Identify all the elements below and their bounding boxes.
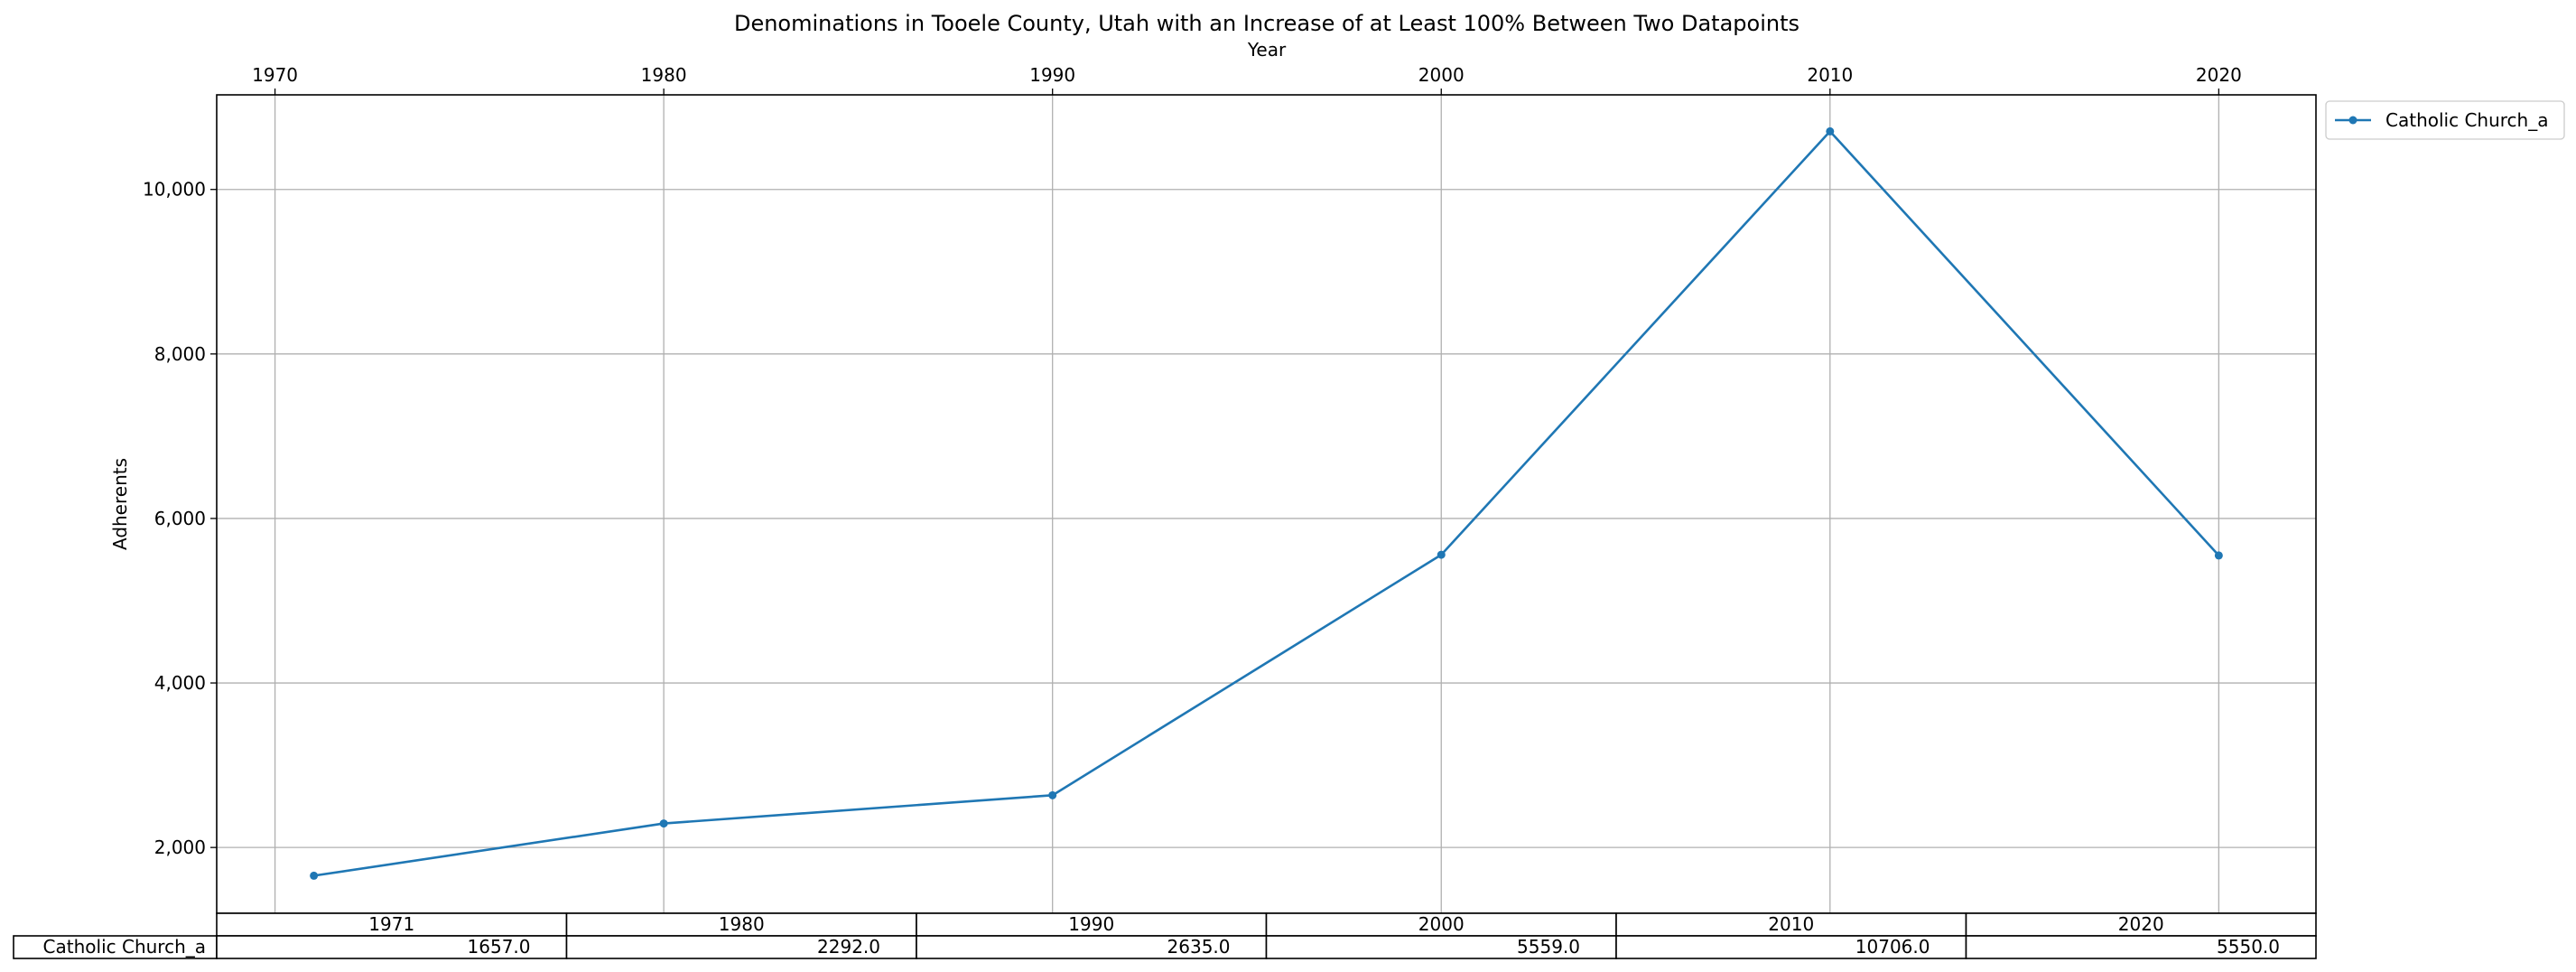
x-tick-label: 2000 <box>1418 64 1465 86</box>
table-cell-value: 2292.0 <box>817 936 880 958</box>
table-header-cell <box>565 912 917 937</box>
plot-series <box>310 126 2223 880</box>
x-tick-label: 2010 <box>1807 64 1853 86</box>
table-header-label: 1990 <box>1068 913 1114 935</box>
y-tick-label: 2,000 <box>154 836 206 858</box>
legend-box <box>2325 100 2565 140</box>
data-table: 1971 1980 1990 2000 2010 2020 Catholic Church_… <box>13 912 2317 959</box>
x-tick-label: 1980 <box>641 64 687 86</box>
table-header-label: 2000 <box>1418 913 1465 935</box>
legend: Catholic Church_a <box>2325 100 2565 140</box>
data-point <box>2214 551 2223 560</box>
x-tick-label: 1990 <box>1029 64 1075 86</box>
y-axis: 2,000 4,000 6,000 8,000 10,000 <box>143 179 217 858</box>
data-point <box>1437 550 1446 559</box>
y-tick-label: 6,000 <box>154 508 206 529</box>
table-row-label: Catholic Church_a <box>43 936 206 958</box>
table-cell-value: 5559.0 <box>1517 936 1580 958</box>
x-axis: 1970 1980 1990 2000 2010 2020 <box>252 64 2242 95</box>
table-cell-value: 10706.0 <box>1855 936 1930 958</box>
y-axis-title: Adherents <box>109 458 131 550</box>
table-cell-value: 5550.0 <box>2217 936 2280 958</box>
table-header-label: 2010 <box>1768 913 1814 935</box>
table-cell <box>565 935 917 959</box>
table-cell <box>1965 935 2317 959</box>
table-cell <box>916 935 1268 959</box>
table-header-label: 2020 <box>2118 913 2164 935</box>
data-point <box>310 871 319 880</box>
table-header-cell <box>916 912 1268 937</box>
data-point <box>659 819 668 828</box>
grid <box>217 95 2316 913</box>
y-tick-label: 8,000 <box>154 343 206 365</box>
x-axis-title: Year <box>1247 39 1287 61</box>
data-point <box>1826 126 1835 136</box>
table-header-cell <box>1265 912 1617 937</box>
table-header-label: 1980 <box>719 913 765 935</box>
table-cell-value: 1657.0 <box>468 936 531 958</box>
table-cell <box>216 935 568 959</box>
x-tick-label: 2020 <box>2196 64 2242 86</box>
chart-title: Denominations in Tooele County, Utah wit… <box>734 11 1799 36</box>
y-tick-label: 10,000 <box>143 179 206 201</box>
series-line <box>313 130 2220 877</box>
legend-label: Catholic Church_a <box>2385 109 2548 131</box>
table-header-cell <box>216 912 568 937</box>
table-cell <box>1265 935 1617 959</box>
table-cell-value: 2635.0 <box>1167 936 1231 958</box>
table-row-label-cell <box>13 935 218 959</box>
data-point <box>1048 790 1057 799</box>
legend-marker <box>2348 116 2357 125</box>
table-header-label: 1971 <box>368 913 414 935</box>
y-tick-label: 4,000 <box>154 672 206 694</box>
table-header-cell <box>1965 912 2317 937</box>
x-tick-label: 1970 <box>252 64 298 86</box>
